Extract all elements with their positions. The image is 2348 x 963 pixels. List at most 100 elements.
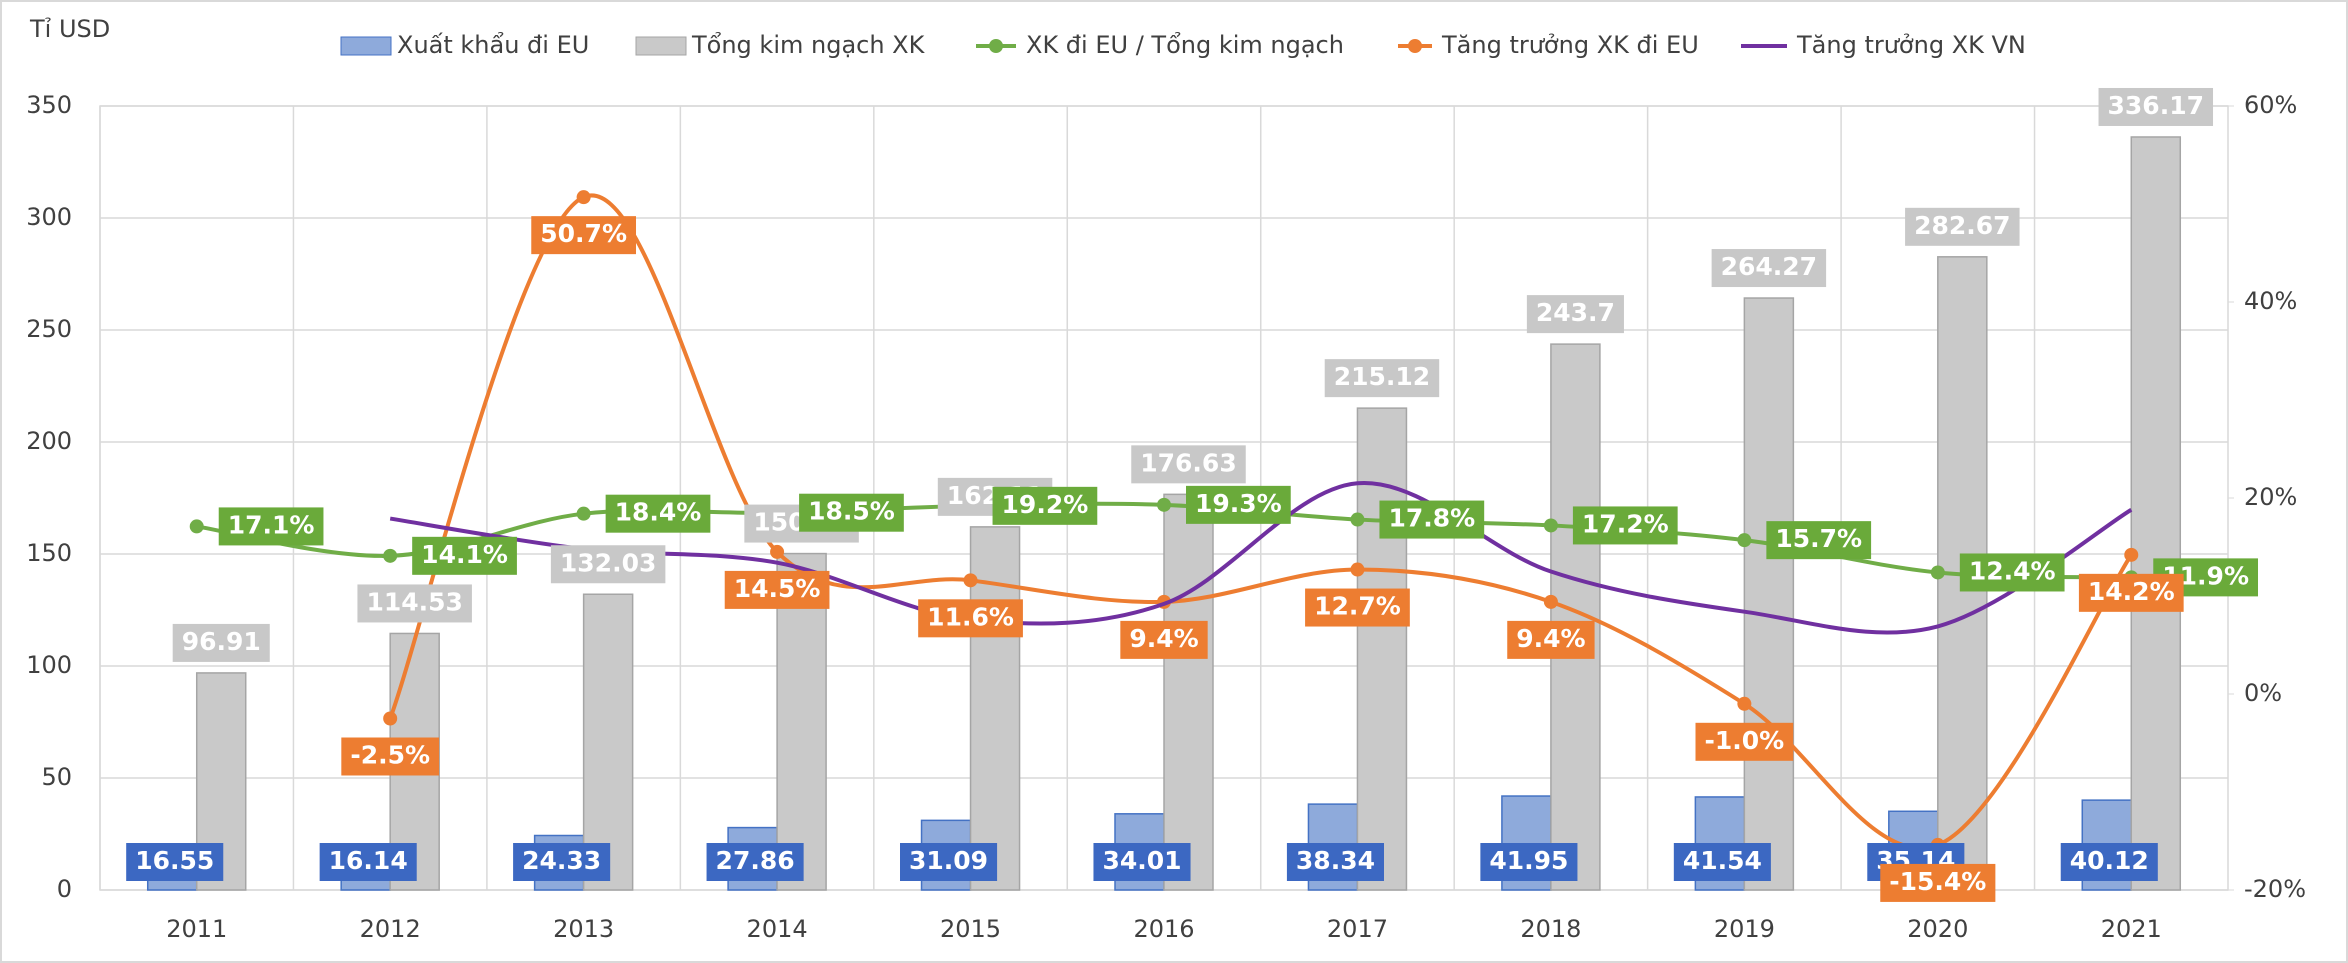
data-label: 12.4% [1959, 553, 2065, 592]
data-label-box [2078, 573, 2184, 612]
data-label: 14.5% [724, 570, 830, 609]
data-label-box [550, 545, 666, 584]
y-axis-label: Tỉ USD [29, 15, 110, 43]
data-label-text: 17.2% [1582, 509, 1669, 538]
data-label: 264.27 [1711, 249, 1827, 288]
point [1930, 565, 1945, 580]
data-label: 19.2% [992, 486, 1098, 525]
data-label-box [1526, 295, 1624, 334]
data-label-text: 176.63 [1140, 448, 1236, 477]
data-label: 34.01 [1093, 843, 1191, 881]
point [1737, 696, 1752, 711]
data-label-box [605, 494, 711, 533]
y2-tick-label: 40% [2244, 287, 2297, 315]
data-label-box [218, 507, 324, 546]
data-label-box [1305, 588, 1410, 627]
bar [1356, 407, 1408, 891]
data-label-text: 18.5% [808, 497, 895, 526]
data-label: 176.63 [1131, 445, 1246, 484]
data-label: 17.2% [1572, 506, 1678, 545]
data-label-box [706, 843, 804, 881]
data-label: 9.4% [1120, 620, 1208, 659]
y-tick-label: 300 [26, 203, 72, 231]
data-label: 14.2% [2078, 573, 2184, 612]
data-label-text: -2.5% [350, 741, 430, 770]
point [1350, 562, 1365, 577]
data-label: 38.34 [1286, 843, 1384, 881]
data-label-box [724, 570, 830, 609]
data-label: 336.17 [2098, 87, 2214, 126]
data-label: 215.12 [1324, 359, 1440, 398]
data-label-text: -15.4% [1889, 867, 1986, 896]
y-tick-label: 0 [57, 875, 72, 903]
data-label-text: 16.55 [135, 846, 214, 875]
bar [776, 552, 827, 891]
data-label-box [1766, 521, 1872, 560]
x-tick-label: 2021 [2101, 915, 2162, 943]
legend-label: Tăng trưởng XK VN [1796, 31, 2026, 59]
x-tick-label: 2012 [360, 915, 421, 943]
y2-tick-label: 60% [2244, 91, 2297, 119]
data-label-text: 215.12 [1334, 362, 1430, 391]
data-label-text: 16.14 [329, 846, 408, 875]
data-label-box [1905, 207, 2020, 246]
point [1543, 594, 1558, 609]
x-tick-label: 2018 [1520, 915, 1581, 943]
data-label-box [172, 623, 270, 662]
data-label-box [1572, 506, 1678, 545]
data-label: 16.55 [126, 843, 224, 881]
data-label-text: 132.03 [560, 548, 656, 577]
point [1543, 518, 1558, 533]
data-label: 27.86 [706, 843, 804, 881]
data-label-box [357, 584, 472, 623]
bar [582, 593, 634, 891]
point [963, 573, 978, 588]
data-label-box [126, 843, 224, 881]
y2-tick-label: -20% [2244, 875, 2306, 903]
data-label-box [1880, 863, 1996, 902]
x-tick-label: 2020 [1907, 915, 1968, 943]
bar [1743, 297, 1795, 891]
data-label-box [1186, 485, 1291, 524]
data-label-text: 31.09 [909, 846, 988, 875]
data-label-box [2060, 843, 2158, 881]
data-label: 132.03 [550, 545, 666, 584]
bar [2130, 136, 2182, 891]
data-label-text: 41.54 [1683, 846, 1762, 875]
data-label: 9.4% [1507, 620, 1595, 659]
data-label-box [900, 843, 998, 881]
data-label: 18.5% [799, 493, 904, 532]
data-label: 17.1% [218, 507, 324, 546]
data-label-text: 38.34 [1296, 846, 1375, 875]
data-label-box [1507, 620, 1595, 659]
data-label: 15.7% [1766, 521, 1872, 560]
data-label: 31.09 [900, 843, 998, 881]
data-label: 18.4% [605, 494, 711, 533]
data-label-text: 14.2% [2088, 577, 2175, 606]
data-label-box [1286, 843, 1384, 881]
y-tick-label: 250 [26, 315, 72, 343]
data-label-box [918, 599, 1023, 638]
data-label: 41.95 [1480, 843, 1578, 881]
data-label: -1.0% [1695, 722, 1794, 761]
point [1350, 512, 1365, 527]
point [1737, 533, 1752, 548]
data-label-text: 34.01 [1102, 846, 1181, 875]
data-label-box [1093, 843, 1191, 881]
data-label: -15.4% [1880, 863, 1996, 902]
data-label-box [341, 737, 440, 776]
data-label-text: 96.91 [182, 627, 261, 656]
y-tick-label: 50 [41, 763, 72, 791]
data-label-text: 9.4% [1129, 624, 1198, 653]
data-label-box [1480, 843, 1578, 881]
x-tick-label: 2015 [940, 915, 1001, 943]
data-label-text: 12.4% [1969, 556, 2056, 585]
data-label: 16.14 [319, 843, 417, 881]
data-label-text: 15.7% [1775, 524, 1862, 553]
data-label: 24.33 [513, 843, 611, 881]
point [770, 544, 785, 559]
data-label-box [513, 843, 611, 881]
legend-label: Tổng kim ngạch XK [691, 31, 926, 59]
